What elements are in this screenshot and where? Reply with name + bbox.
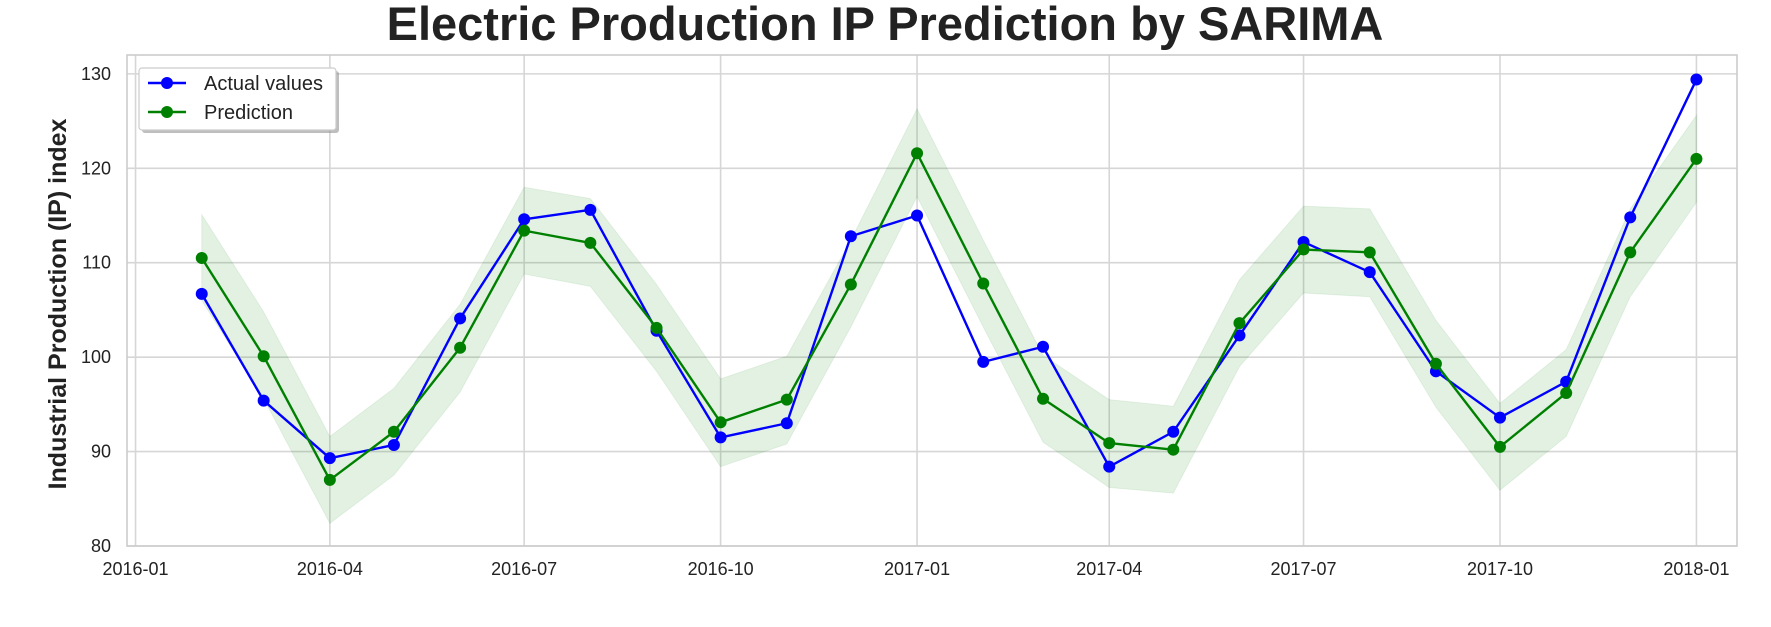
x-tick-label: 2017-01 <box>884 559 950 579</box>
data-point-prediction <box>387 425 400 438</box>
plot-frame <box>126 54 1738 547</box>
data-point-actual-values <box>195 287 208 300</box>
data-point-prediction <box>1624 246 1637 259</box>
y-tick-label: 80 <box>91 536 111 556</box>
data-point-prediction <box>650 321 663 334</box>
data-point-prediction <box>1363 246 1376 259</box>
series-line-prediction <box>200 151 1698 482</box>
x-tick-label: 2017-07 <box>1271 559 1337 579</box>
data-point-prediction <box>911 147 924 160</box>
legend-marker-prediction <box>161 106 173 118</box>
legend-label-actual: Actual values <box>204 73 323 95</box>
data-point-prediction <box>780 393 793 406</box>
x-tick-label: 2016-10 <box>688 559 754 579</box>
data-point-prediction <box>1103 437 1116 450</box>
data-point-prediction <box>844 278 857 291</box>
series-layer <box>195 73 1703 486</box>
x-tick-label: 2016-01 <box>103 559 169 579</box>
legend-marker-actual <box>161 77 173 89</box>
data-point-prediction <box>977 277 990 290</box>
y-tick-label: 110 <box>82 253 111 273</box>
data-point-actual-values <box>1624 211 1637 224</box>
data-point-actual-values <box>1363 266 1376 279</box>
series-prediction <box>195 147 1703 486</box>
data-point-actual-values <box>518 213 531 226</box>
data-point-actual-values <box>1493 411 1506 424</box>
data-point-actual-values <box>1690 73 1703 86</box>
data-point-prediction <box>1297 243 1310 256</box>
data-point-actual-values <box>780 417 793 430</box>
y-tick-label: 90 <box>91 442 111 462</box>
data-point-actual-values <box>1103 460 1116 473</box>
data-point-prediction <box>1493 440 1506 453</box>
data-point-actual-values <box>911 209 924 222</box>
y-tick-label: 100 <box>81 347 111 367</box>
x-tick-label: 2018-01 <box>1663 559 1729 579</box>
data-point-actual-values <box>1037 340 1050 353</box>
confidence-band-layer <box>201 107 1697 525</box>
data-point-prediction <box>714 416 727 429</box>
data-point-prediction <box>323 473 336 486</box>
x-tick-label: 2017-10 <box>1467 559 1533 579</box>
data-point-actual-values <box>714 431 727 444</box>
legend: Actual values Prediction <box>138 67 339 133</box>
data-point-actual-values <box>844 230 857 243</box>
legend-label-prediction: Prediction <box>204 102 293 124</box>
data-point-actual-values <box>1167 425 1180 438</box>
data-point-prediction <box>1233 317 1246 330</box>
data-point-prediction <box>454 341 467 354</box>
data-point-actual-values <box>387 438 400 451</box>
y-tick-label: 120 <box>81 158 111 178</box>
data-point-prediction <box>195 252 208 265</box>
data-point-actual-values <box>454 312 467 325</box>
data-point-prediction <box>518 224 531 237</box>
data-point-actual-values <box>323 452 336 465</box>
data-point-prediction <box>1560 387 1573 400</box>
grid-layer <box>127 55 1737 547</box>
data-point-prediction <box>1167 443 1180 456</box>
data-point-actual-values <box>1233 329 1246 342</box>
data-point-prediction <box>1429 357 1442 370</box>
confidence-band <box>201 107 1697 525</box>
legend-box <box>138 67 337 131</box>
tick-label-layer: 80 90 100 110 120 130 2016-01 2016-04 2016-07 201… <box>81 64 1730 579</box>
chart-title: Electric Production IP Prediction by SAR… <box>387 0 1384 50</box>
data-point-actual-values <box>977 355 990 368</box>
data-point-prediction <box>257 350 270 363</box>
data-point-actual-values <box>584 203 597 216</box>
y-tick-label: 130 <box>81 64 111 84</box>
x-tick-label: 2016-07 <box>491 559 557 579</box>
data-point-prediction <box>1037 392 1050 405</box>
data-point-actual-values <box>257 394 270 407</box>
data-point-prediction <box>584 236 597 249</box>
x-tick-label: 2016-04 <box>297 559 363 579</box>
y-axis-label: Industrial Production (IP) index <box>44 118 72 489</box>
data-point-prediction <box>1690 152 1703 165</box>
x-tick-label: 2017-04 <box>1076 559 1142 579</box>
